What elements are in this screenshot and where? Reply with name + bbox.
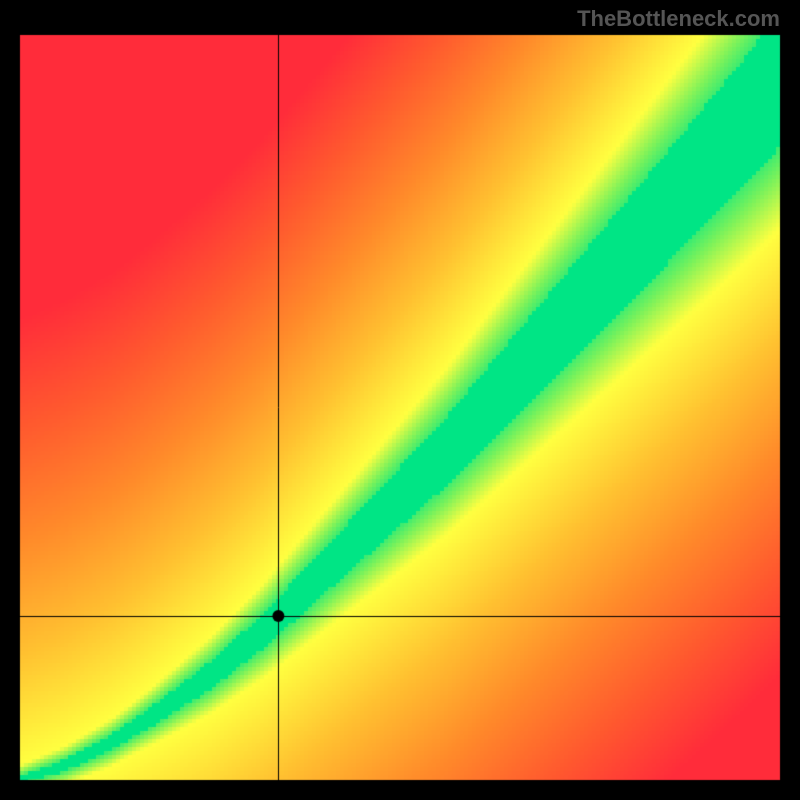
bottleneck-heatmap-canvas: [0, 0, 800, 800]
watermark-text: TheBottleneck.com: [577, 6, 780, 32]
chart-container: TheBottleneck.com: [0, 0, 800, 800]
